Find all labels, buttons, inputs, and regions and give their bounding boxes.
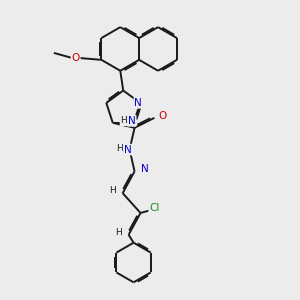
Text: H: H [116, 144, 123, 153]
Text: H: H [120, 116, 127, 125]
Text: H: H [115, 228, 122, 237]
Text: N: N [134, 98, 142, 108]
Text: N: N [128, 116, 136, 126]
Text: Cl: Cl [149, 203, 160, 213]
Text: N: N [124, 145, 131, 154]
Text: H: H [110, 186, 116, 195]
Text: N: N [141, 164, 148, 174]
Text: O: O [158, 111, 166, 121]
Text: O: O [71, 53, 80, 63]
